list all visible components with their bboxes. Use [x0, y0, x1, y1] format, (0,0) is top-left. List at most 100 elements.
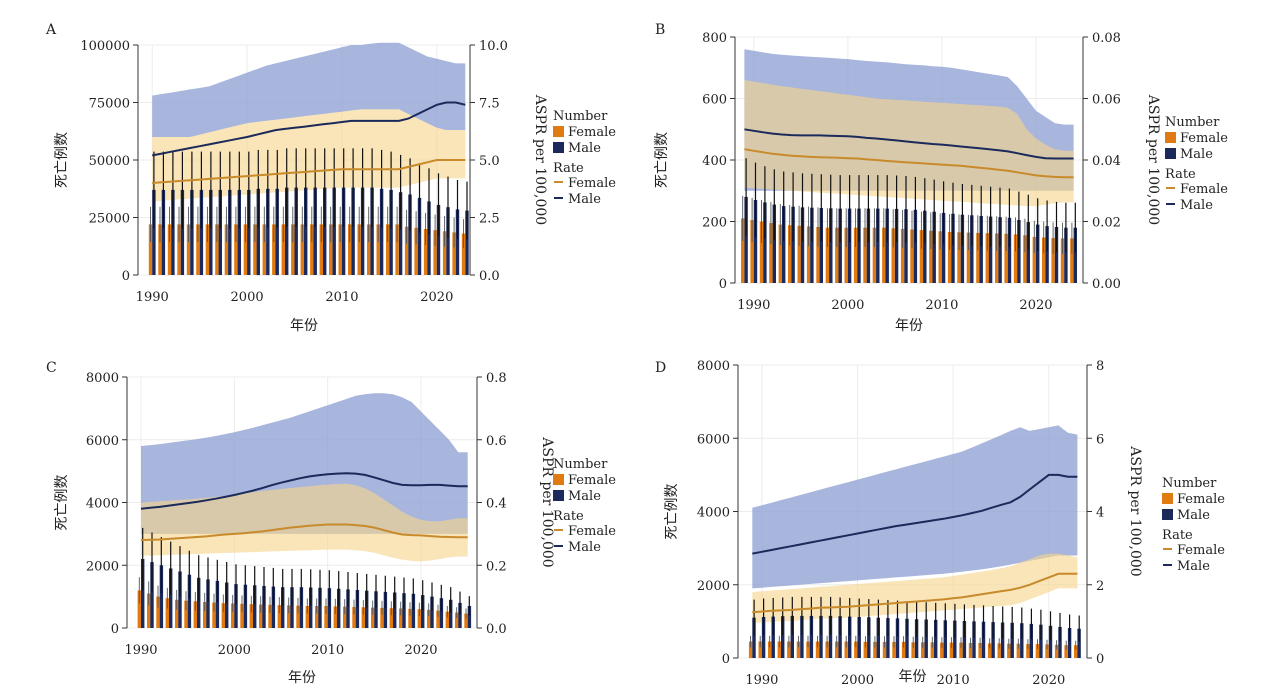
bar-female-2003	[872, 227, 877, 283]
legend-female-rate-label: Female	[1180, 182, 1228, 197]
bar-female-1999	[221, 603, 225, 628]
bar-male-2019	[1026, 222, 1030, 283]
bar-female-2005	[291, 224, 295, 275]
tick-label-right: 5.0	[479, 154, 500, 169]
bar-female-2025	[464, 613, 468, 628]
tick-label-x: 2010	[925, 298, 958, 313]
bar-female-2014	[361, 607, 365, 628]
bar-male-1992	[171, 189, 175, 275]
bar-female-2007	[910, 229, 914, 283]
legend-female-rate-label: Female	[568, 176, 616, 191]
legend-female-bar-swatch	[553, 126, 564, 137]
bar-female-2006	[911, 642, 915, 658]
bar-female-1990	[750, 220, 754, 283]
tick-label-right: 0.2	[486, 559, 507, 574]
bar-female-2022	[1064, 645, 1068, 658]
tick-label-left: 0	[722, 652, 730, 667]
bar-male-1996	[810, 207, 814, 283]
legend-rate-title: Rate	[1162, 528, 1193, 543]
x-axis-title: 年份	[288, 670, 316, 686]
bar-male-2022	[455, 209, 460, 275]
tick-label-right: 4	[1096, 506, 1104, 521]
bar-female-1998	[825, 227, 830, 283]
bar-female-1999	[844, 641, 848, 658]
male-rate-band	[152, 42, 466, 138]
bar-male-2001	[243, 584, 248, 628]
bar-female-1991	[768, 641, 772, 658]
bar-female-2009	[329, 224, 333, 275]
bar-male-1990	[761, 617, 766, 658]
bar-male-2004	[271, 586, 276, 628]
bar-female-2011	[333, 606, 337, 628]
bar-male-2014	[991, 622, 995, 658]
legend-male-number-label: Male	[1180, 147, 1213, 162]
bar-female-1991	[147, 593, 151, 628]
legend-male-bar-swatch	[1162, 509, 1173, 520]
bar-male-2013	[970, 215, 974, 283]
bar-female-1996	[806, 226, 811, 283]
bar-male-2021	[430, 596, 434, 628]
bar-male-1994	[190, 189, 194, 275]
bar-male-1994	[178, 571, 182, 628]
bar-male-1998	[228, 189, 232, 275]
bar-male-2024	[458, 602, 462, 628]
bar-male-2023	[1064, 227, 1068, 283]
bar-male-2004	[885, 208, 889, 283]
tick-label-left: 75000	[89, 97, 130, 112]
female-rate-band	[752, 553, 1078, 624]
bar-male-2007	[313, 187, 317, 275]
panel-letter: C	[46, 360, 57, 376]
bar-male-1990	[753, 200, 758, 283]
bar-female-2021	[1042, 237, 1046, 283]
bar-female-2008	[919, 230, 924, 283]
bar-male-2002	[266, 188, 270, 276]
bar-female-2011	[959, 642, 963, 658]
panel-letter: D	[655, 360, 666, 376]
bar-female-2019	[423, 229, 428, 275]
panel-B: 0 200 400 600 800 0.00 0.02 0.04 0.06 0.08 1990 200…	[654, 22, 1228, 334]
bar-female-2021	[1054, 644, 1059, 658]
bar-male-2017	[1020, 623, 1024, 658]
bar-female-2004	[268, 604, 272, 628]
bar-female-2016	[395, 224, 399, 275]
panels-group: 0 25000 50000 75000 100000 0.0 2.5 5.0 7.5 10.0 19…	[45, 22, 1228, 688]
bar-female-2002	[863, 227, 867, 283]
bar-female-1992	[167, 224, 172, 275]
tick-label-right: 7.5	[479, 97, 500, 112]
tick-label-x: 2010	[311, 643, 344, 658]
bar-male-2014	[979, 216, 983, 283]
legend-female-number-label: Female	[1180, 131, 1228, 146]
tick-label-left: 800	[702, 31, 727, 46]
bar-male-1992	[781, 616, 785, 658]
tick-label-x: 2010	[325, 290, 358, 305]
bar-male-2000	[247, 189, 251, 275]
bar-male-1991	[763, 202, 767, 283]
bar-female-2024	[455, 612, 459, 628]
bar-male-1990	[141, 559, 145, 628]
bar-male-1996	[197, 577, 201, 628]
bar-female-1992	[769, 223, 773, 283]
tick-label-x: 1990	[136, 290, 169, 305]
bar-male-2006	[914, 619, 919, 658]
bar-female-2017	[1016, 643, 1020, 658]
tick-label-x: 2020	[404, 643, 437, 658]
bar-male-2015	[1000, 622, 1005, 658]
bar-female-2022	[452, 232, 456, 275]
tick-label-left: 8000	[697, 359, 730, 374]
bar-female-1990	[758, 641, 762, 658]
bar-male-1991	[771, 616, 775, 658]
bar-male-1997	[206, 579, 210, 628]
bar-male-2021	[1058, 626, 1062, 658]
legend-female-bar-swatch	[553, 474, 564, 485]
bar-female-1992	[156, 596, 160, 628]
bar-male-1998	[829, 208, 833, 283]
legend-female-number-label: Female	[1177, 492, 1225, 507]
bar-male-2018	[1017, 220, 1021, 283]
tick-label-right: 2.5	[479, 212, 500, 227]
tick-label-left: 2000	[697, 579, 730, 594]
legend-male-bar-swatch	[1165, 148, 1176, 159]
bar-female-2019	[1023, 235, 1027, 283]
bar-male-2000	[847, 208, 852, 283]
bar-male-2003	[275, 188, 279, 276]
legend-male-rate-label: Male	[1177, 559, 1210, 574]
